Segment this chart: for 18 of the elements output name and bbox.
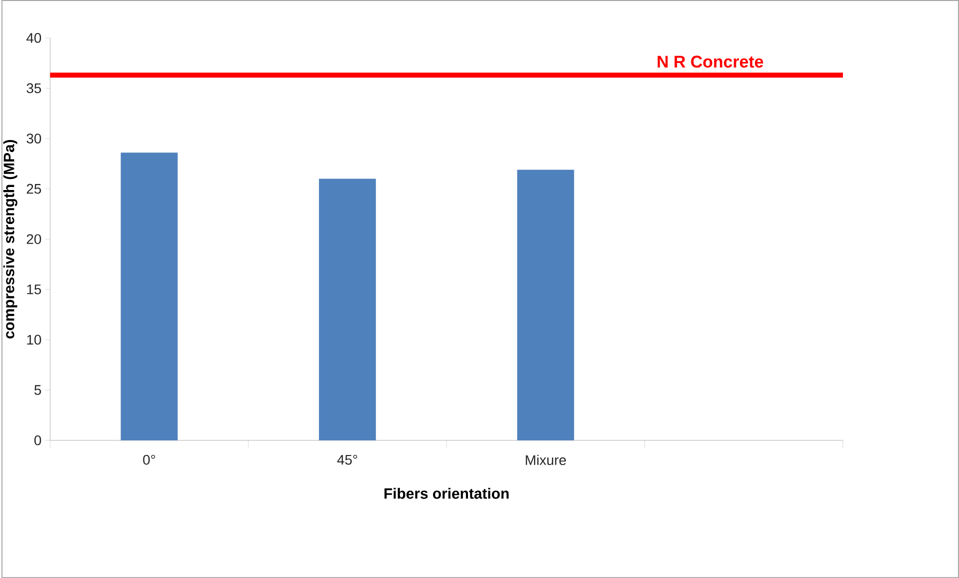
x-tick-label: Mixure: [526, 454, 566, 465]
y-tick-label: 20: [26, 234, 42, 244]
x-axis-title: Fibers orientation: [384, 488, 509, 499]
y-tick-label: 15: [27, 284, 42, 294]
bar: [517, 170, 574, 440]
bar: [120, 152, 178, 440]
x-tick-label: 45°: [337, 454, 358, 465]
x-tick-label: 0°: [143, 454, 156, 465]
y-tick-label: 25: [26, 184, 42, 194]
y-tick-label: 10: [27, 334, 42, 345]
y-tick-label: 0: [34, 435, 42, 446]
y-tick-label: 35: [26, 83, 42, 94]
y-axis-title: compressive strength (MPa): [3, 140, 18, 338]
bar: [318, 178, 376, 440]
y-tick-label: 5: [34, 385, 42, 395]
ref-line-label: N R Concrete: [658, 56, 764, 68]
y-tick-label: 30: [26, 134, 42, 144]
y-tick-label: 40: [26, 32, 42, 43]
